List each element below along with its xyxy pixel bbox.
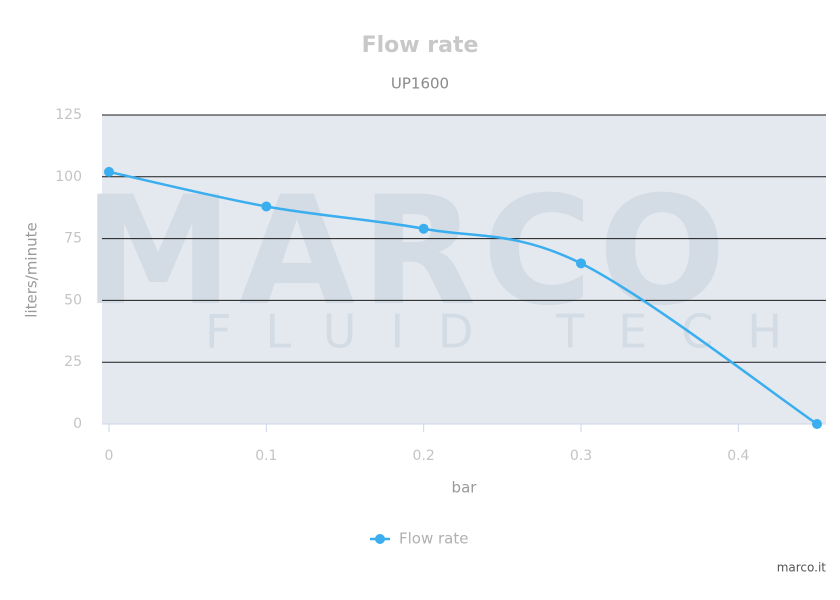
watermark: MARCO (84, 165, 732, 339)
x-tick-label: 0.3 (570, 448, 592, 464)
series-line (108, 170, 818, 426)
y-tick-label: 0 (73, 416, 82, 432)
watermark-subtitle: FLUID TECH (205, 305, 816, 359)
y-tick-label: 75 (64, 231, 82, 247)
data-point (418, 223, 429, 234)
x-tick-label: 0 (105, 448, 114, 464)
data-point (104, 166, 114, 177)
x-axis-title: bar (452, 479, 478, 497)
y-tick-label: 100 (55, 169, 82, 185)
legend-label: Flow rate (399, 530, 468, 548)
data-point (261, 201, 272, 212)
y-tick-label: 25 (64, 354, 82, 370)
x-tick-label: 0.2 (413, 448, 435, 464)
x-tick-label: 0.1 (255, 448, 277, 464)
y-axis-title: liters/minute (23, 222, 41, 317)
chart-title: Flow rate (362, 33, 479, 58)
chart-subtitle: UP1600 (391, 75, 449, 93)
data-point (812, 419, 822, 429)
credit: marco.it (777, 561, 827, 575)
legend-symbol (375, 534, 385, 544)
plot-background (102, 115, 826, 424)
x-tick-label: 0.4 (727, 448, 749, 464)
y-tick-label: 125 (55, 107, 82, 123)
y-tick-label: 50 (64, 292, 82, 308)
data-point (576, 258, 586, 269)
